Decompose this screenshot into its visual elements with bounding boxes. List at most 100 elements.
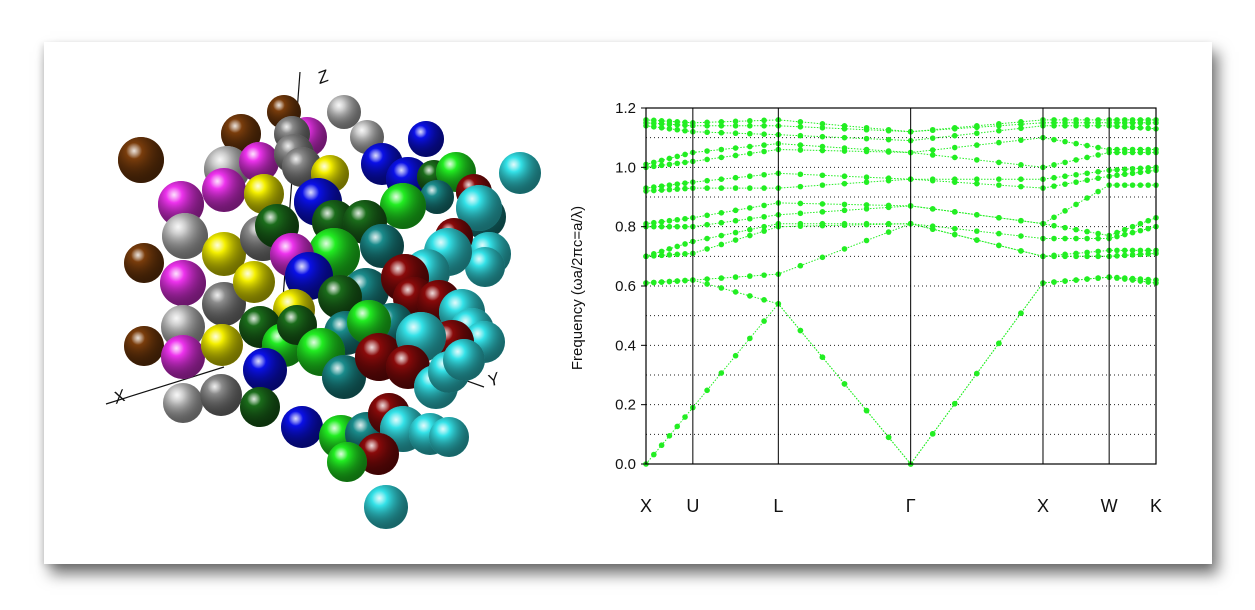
band-point [1051,252,1057,259]
atom-sphere-brown [124,326,164,366]
band-point [704,276,710,282]
band-point [1129,117,1136,123]
band-point [1095,253,1101,260]
band-point [929,147,936,153]
band-point [1051,117,1057,123]
band-point [996,230,1002,237]
band-point [704,246,710,252]
band-point [974,130,980,137]
band-point [682,414,688,420]
x-tick-label: W [1101,496,1118,516]
band-point [761,148,767,155]
x-tick-label: L [773,496,783,516]
band-point [863,206,870,212]
band-point [732,118,739,125]
band-point [1137,182,1144,188]
band-point [674,423,681,430]
band-point [1073,157,1079,163]
band-point [718,123,725,129]
band-point [682,251,688,257]
band-point [841,123,848,129]
band-point [732,130,739,137]
band-point [658,223,665,230]
band-point [682,241,688,247]
atom-sphere-cyan [465,247,505,287]
band-point [747,173,753,180]
atom-sphere-green [327,442,367,482]
band-point [666,186,673,193]
band-point [929,176,936,182]
band-point [1095,168,1101,175]
axis-label-z: Z [314,66,332,88]
band-point [951,225,958,232]
band-point [1129,247,1136,254]
band-point [747,205,753,211]
band-point [1129,146,1136,153]
axis-label-x: X [110,386,129,408]
band-point [1121,123,1128,130]
band-point [841,246,848,252]
band-point [1073,117,1079,123]
coordinate-axis [105,366,225,405]
band-point [819,121,826,127]
band-point [951,154,958,161]
band-point [674,126,681,133]
atom-sphere-dark-green [240,387,280,427]
band-point [819,354,826,361]
x-tick-label: K [1150,496,1162,516]
x-tick-label: U [686,496,699,516]
band-point [1018,119,1024,125]
band-point [704,235,710,242]
band-point [996,340,1002,347]
band-point [797,132,804,139]
band-point [841,381,848,387]
band-point [1129,124,1136,131]
band-point [863,237,870,244]
band-point [1121,231,1128,238]
y-axis-label: Frequency (ωa/2πc=a/λ) [569,206,586,370]
atom-sphere-cyan [499,152,541,194]
band-point [651,223,657,230]
band-point [666,155,673,162]
atom-sphere-brown [124,243,164,283]
band-point [1137,169,1144,176]
band-point [1073,226,1079,233]
band-point [747,215,753,222]
band-point [885,229,892,235]
band-point [761,185,767,191]
band-point [863,179,870,185]
band-point [682,119,688,126]
band-point [761,297,767,303]
band-point [682,277,688,284]
band-point [747,143,753,150]
band-point [951,209,958,215]
band-point [863,135,870,142]
band-point [929,206,936,212]
atom-sphere-yellow [202,232,246,276]
band-point [718,285,725,291]
y-tick-label: 0.8 [615,219,636,236]
y-tick-label: 0.2 [615,397,636,414]
band-point [929,135,936,141]
band-point [885,220,892,227]
band-point [1114,117,1120,123]
band-point [819,143,826,150]
band-point [761,318,767,324]
band-point [1145,125,1151,132]
atom-sphere-yellow [233,261,275,303]
band-point [666,217,673,224]
band-point [1073,201,1079,208]
band-point [682,151,688,158]
band-point [761,228,767,234]
band-point [996,242,1002,249]
band-point [841,173,848,180]
band-point [797,210,804,217]
band-point [1095,230,1101,237]
band-point [674,160,681,167]
band-point [651,451,657,458]
band-point [797,200,804,207]
band-point [1018,176,1024,182]
band-point [1145,117,1151,123]
y-tick-label: 1.0 [615,159,636,176]
band-point [1114,247,1120,254]
